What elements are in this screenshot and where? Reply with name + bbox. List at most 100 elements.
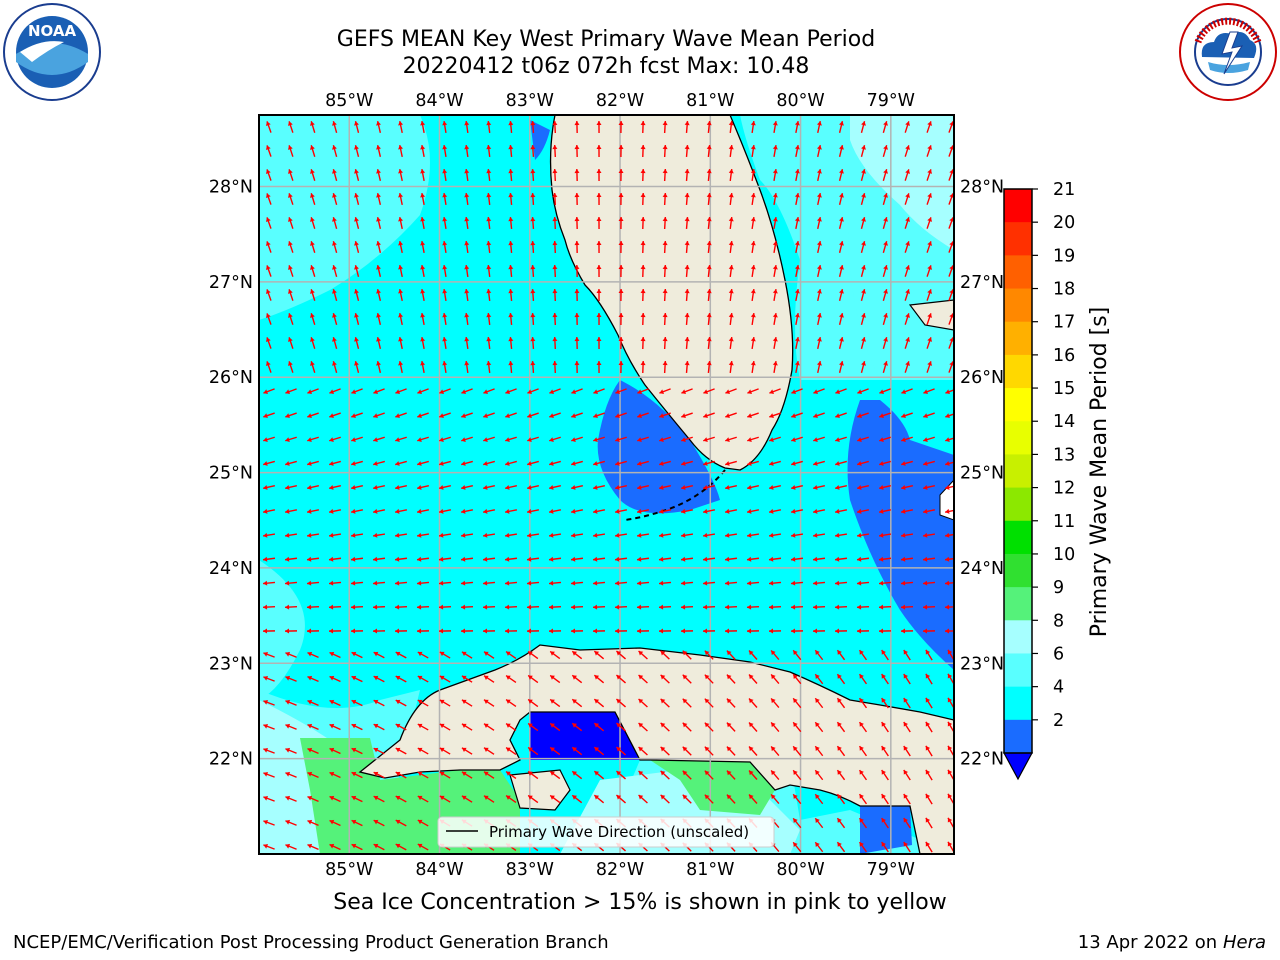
vector-arrowhead xyxy=(881,842,886,847)
vector-arrowhead xyxy=(307,843,313,849)
vector-arrowhead xyxy=(925,817,931,823)
vector-arrowhead xyxy=(945,413,950,419)
vector-arrowhead xyxy=(505,389,511,395)
vector-arrowhead xyxy=(947,817,953,823)
vector-arrowhead xyxy=(307,723,313,729)
colorbar-label: Primary Wave Mean Period [s] xyxy=(1087,307,1112,638)
vector-arrowhead xyxy=(442,169,448,174)
vector-arrowhead xyxy=(640,217,646,222)
vector-arrowhead xyxy=(923,413,928,419)
vector-arrowhead xyxy=(813,532,818,538)
vector-arrowhead xyxy=(263,628,268,634)
vector-arrowhead xyxy=(857,508,862,514)
vector-arrowhead xyxy=(442,121,448,126)
lon-label-top: 85°W xyxy=(325,91,373,111)
vector-arrowhead xyxy=(461,508,466,514)
vector-arrowhead xyxy=(839,121,844,126)
vector-arrowhead xyxy=(417,413,422,419)
vector-arrowhead xyxy=(794,361,800,366)
vector-arrowhead xyxy=(659,413,664,419)
vector-arrowhead xyxy=(835,485,840,490)
vector-arrowhead xyxy=(594,675,600,680)
vector-arrowhead xyxy=(439,795,445,801)
colorbar-segment xyxy=(1004,587,1032,621)
vector-arrowhead xyxy=(949,337,954,342)
vector-arrowhead xyxy=(486,169,492,174)
vector-arrowhead xyxy=(750,121,756,126)
vector-arrowhead xyxy=(815,794,820,799)
vector-arrowhead xyxy=(483,485,488,490)
vector-arrowhead xyxy=(725,413,730,419)
vector-arrowhead xyxy=(574,145,580,150)
vector-arrowhead xyxy=(681,556,686,562)
vector-arrowhead xyxy=(329,795,335,801)
vector-arrowhead xyxy=(725,508,730,514)
vector-arrowhead xyxy=(861,121,866,126)
vector-arrowhead xyxy=(373,819,379,825)
vector-arrowhead xyxy=(442,265,448,270)
colorbar-segment xyxy=(1004,354,1032,389)
vector-arrowhead xyxy=(528,771,533,776)
vector-arrowhead xyxy=(923,508,928,514)
vector-arrowhead xyxy=(927,193,933,198)
vector-arrowhead xyxy=(596,169,602,174)
vector-arrowhead xyxy=(571,389,577,395)
colorbar-segment xyxy=(1004,686,1032,721)
vector-arrowhead xyxy=(464,169,470,174)
bahamas-land xyxy=(908,299,954,331)
vector-arrowhead xyxy=(725,628,730,634)
vector-arrowhead xyxy=(813,437,818,442)
vector-arrowhead xyxy=(571,532,576,538)
vector-arrowhead xyxy=(508,241,514,246)
vector-arrowhead xyxy=(769,485,774,490)
vector-arrowhead xyxy=(265,241,271,246)
vector-arrowhead xyxy=(747,508,752,514)
vector-arrowhead xyxy=(593,628,598,634)
vector-arrowhead xyxy=(486,337,492,342)
vector-arrowhead xyxy=(530,265,536,270)
vector-arrowhead xyxy=(682,746,688,752)
vector-arrowhead xyxy=(307,413,312,419)
vector-arrowhead xyxy=(947,721,953,727)
vector-arrowhead xyxy=(508,169,514,174)
vector-arrowhead xyxy=(638,794,644,800)
lon-label-top: 81°W xyxy=(686,91,734,111)
vector-arrowhead xyxy=(726,722,732,728)
lon-label-bottom: 81°W xyxy=(686,860,734,880)
vector-arrowhead xyxy=(769,437,774,442)
vector-arrowhead xyxy=(552,337,558,342)
lat-label-left: 28°N xyxy=(209,178,253,198)
vector-arrowhead xyxy=(395,843,401,849)
vector-arrowhead xyxy=(659,389,665,395)
vector-arrowhead xyxy=(527,461,532,466)
vector-arrowhead xyxy=(726,650,732,656)
vector-arrowhead xyxy=(329,723,335,729)
vector-arrowhead xyxy=(903,745,909,751)
vector-arrowhead xyxy=(861,361,866,366)
vector-arrowhead xyxy=(615,556,620,562)
vector-arrowhead xyxy=(794,169,800,174)
vector-arrowhead xyxy=(593,413,598,419)
vector-arrowhead xyxy=(329,437,334,442)
vector-arrowhead xyxy=(659,532,664,538)
vector-arrowhead xyxy=(949,265,954,270)
vector-arrowhead xyxy=(417,461,422,466)
vector-arrowhead xyxy=(329,628,334,634)
vector-arrowhead xyxy=(508,193,514,198)
vector-arrowhead xyxy=(725,461,730,466)
vector-arrowhead xyxy=(879,604,884,610)
vector-arrowhead xyxy=(288,265,293,270)
vector-arrowhead xyxy=(395,771,401,777)
vector-arrowhead xyxy=(596,289,602,294)
vector-arrowhead xyxy=(420,169,426,174)
vector-arrowhead xyxy=(354,169,359,174)
vector-arrowhead xyxy=(373,485,378,490)
vector-arrowhead xyxy=(903,817,909,823)
vector-arrowhead xyxy=(879,485,884,490)
vector-arrowhead xyxy=(813,508,818,514)
vector-arrowhead xyxy=(571,461,576,466)
vector-arrowhead xyxy=(461,580,466,586)
vector-arrowhead xyxy=(857,461,862,466)
vector-arrowhead xyxy=(508,361,514,366)
